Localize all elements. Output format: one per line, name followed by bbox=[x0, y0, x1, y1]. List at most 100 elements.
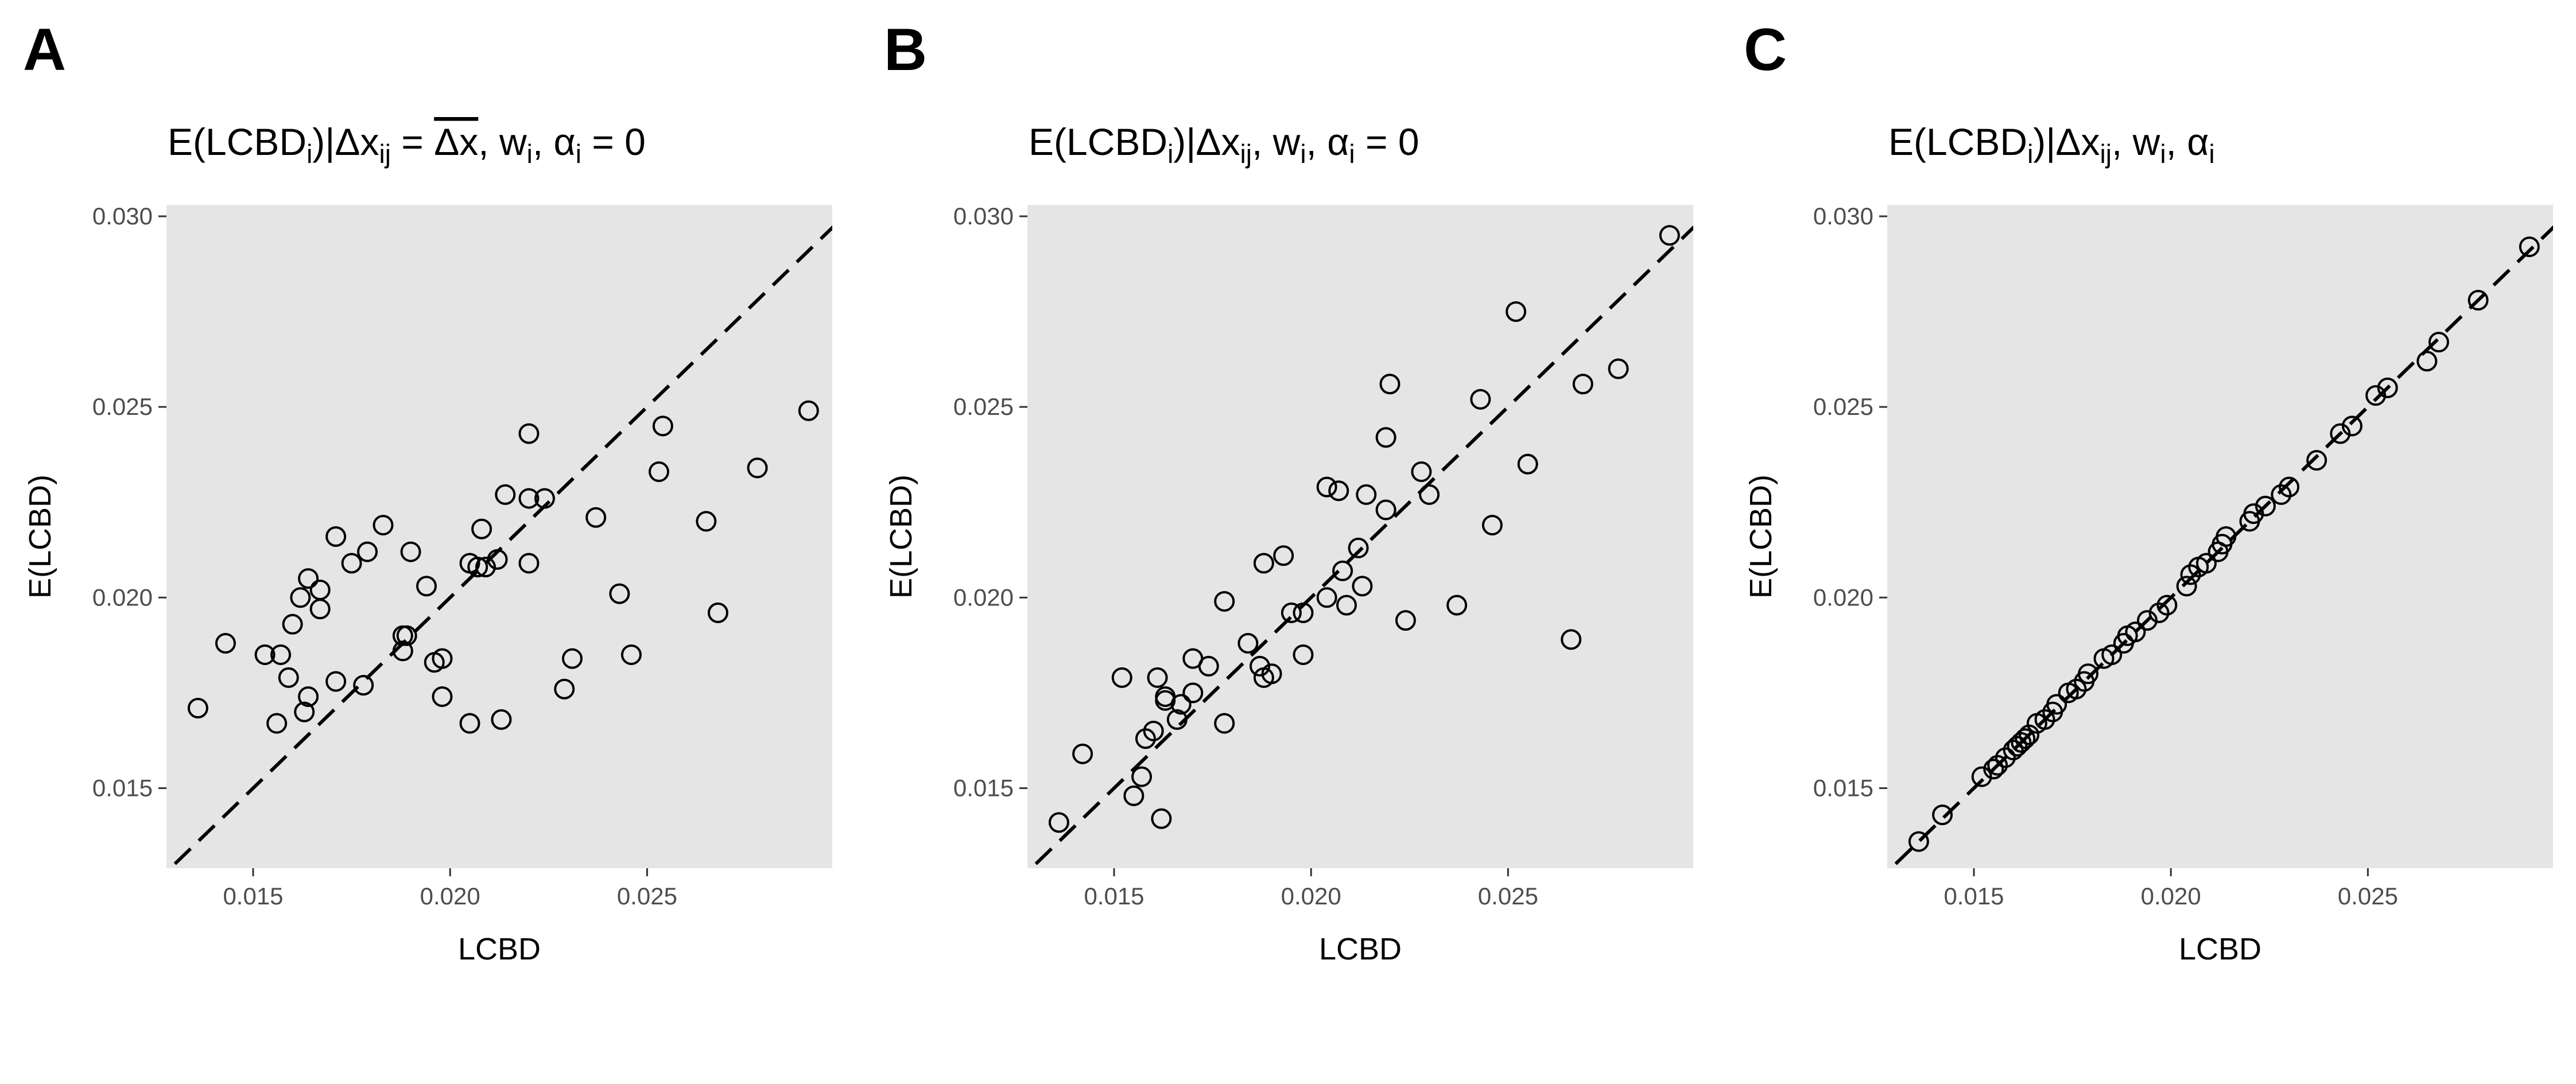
title-part: )|Δx bbox=[1173, 121, 1240, 163]
data-point bbox=[1987, 755, 2008, 776]
data-point bbox=[2428, 332, 2449, 353]
data-point bbox=[2148, 602, 2170, 623]
data-point bbox=[294, 701, 315, 722]
data-point bbox=[1908, 831, 1929, 852]
title-part: ij bbox=[2100, 139, 2112, 169]
panel-letter: B bbox=[884, 17, 927, 83]
data-point bbox=[1135, 728, 1156, 749]
y-tick-label: 0.020 bbox=[1813, 584, 1873, 611]
y-tick-label: 0.030 bbox=[1813, 203, 1873, 230]
title-part: E(LCBD bbox=[1888, 121, 2027, 163]
data-point bbox=[1048, 812, 1069, 833]
data-point bbox=[1561, 629, 1582, 650]
y-axis-label: E(LCBD) bbox=[1744, 475, 1778, 599]
data-point bbox=[585, 507, 607, 528]
title-part: i bbox=[2027, 139, 2033, 169]
x-axis-label: LCBD bbox=[2179, 932, 2261, 966]
data-point bbox=[2279, 476, 2300, 498]
data-point bbox=[518, 423, 540, 444]
data-point bbox=[1198, 655, 1219, 677]
data-point bbox=[2195, 553, 2217, 574]
data-point bbox=[1166, 709, 1188, 730]
y-tick-label: 0.020 bbox=[953, 584, 1014, 611]
data-point bbox=[798, 400, 819, 421]
y-tick-label: 0.025 bbox=[92, 393, 153, 420]
panel-title: E(LCBDi)|Δxij, wi, αi bbox=[1888, 121, 2215, 169]
data-point bbox=[1995, 747, 2016, 768]
data-point bbox=[432, 686, 453, 708]
data-point bbox=[2078, 663, 2099, 685]
title-part: , α bbox=[2166, 121, 2209, 163]
panel-title: E(LCBDi)|Δxij, wi, αi = 0 bbox=[1029, 121, 1419, 169]
data-point bbox=[1111, 667, 1132, 688]
data-point bbox=[518, 553, 540, 574]
title-part: )|Δx bbox=[2033, 121, 2100, 163]
data-point bbox=[254, 644, 276, 665]
data-point bbox=[325, 671, 347, 692]
panel-c: CE(LCBDi)|Δxij, wi, αi0.0150.0200.0250.0… bbox=[1744, 17, 2553, 966]
y-tick-label: 0.015 bbox=[92, 774, 153, 801]
data-point bbox=[471, 518, 492, 539]
data-point bbox=[1379, 374, 1400, 395]
data-point bbox=[1356, 484, 1377, 505]
data-point bbox=[1352, 576, 1373, 597]
data-point bbox=[416, 576, 437, 597]
data-point bbox=[1147, 667, 1168, 688]
data-point bbox=[2034, 709, 2055, 730]
data-point bbox=[2125, 621, 2146, 643]
data-point bbox=[2101, 644, 2123, 665]
data-point bbox=[2306, 450, 2327, 471]
data-point bbox=[1446, 595, 1468, 616]
title-part: i bbox=[527, 139, 533, 169]
data-point bbox=[554, 678, 575, 700]
data-point bbox=[1131, 766, 1153, 787]
x-tick-label: 0.020 bbox=[2141, 883, 2201, 910]
x-tick-label: 0.015 bbox=[223, 883, 283, 910]
x-tick-label: 0.025 bbox=[2338, 883, 2398, 910]
data-point bbox=[1572, 374, 1593, 395]
data-point bbox=[1253, 553, 1274, 574]
title-part: i bbox=[1349, 139, 1355, 169]
data-point bbox=[1151, 808, 1172, 829]
title-part: E(LCBD bbox=[168, 121, 307, 163]
data-point bbox=[491, 709, 512, 730]
title-part: , α bbox=[1306, 121, 1349, 163]
y-axis-label: E(LCBD) bbox=[884, 475, 918, 599]
data-point bbox=[1170, 694, 1192, 715]
data-point bbox=[278, 667, 299, 688]
title-part: Δx bbox=[434, 121, 478, 163]
x-tick-label: 0.025 bbox=[617, 883, 677, 910]
title-part: E(LCBD bbox=[1029, 121, 1167, 163]
data-point bbox=[707, 602, 728, 623]
title-part: , w bbox=[478, 121, 527, 163]
x-tick-label: 0.020 bbox=[420, 883, 480, 910]
data-point bbox=[1237, 633, 1259, 654]
data-point bbox=[648, 461, 669, 483]
data-point bbox=[1608, 358, 1629, 379]
data-point bbox=[1481, 515, 1503, 536]
title-part: , w bbox=[2112, 121, 2160, 163]
data-point bbox=[1348, 537, 1369, 558]
panel-letter: C bbox=[1744, 17, 1787, 83]
data-point bbox=[467, 557, 488, 578]
data-point bbox=[2341, 415, 2362, 437]
data-point bbox=[609, 583, 630, 604]
data-point bbox=[1316, 476, 1337, 498]
y-axis-label: E(LCBD) bbox=[23, 475, 57, 599]
data-point bbox=[2255, 495, 2276, 516]
data-point bbox=[2046, 694, 2067, 715]
title-part: i bbox=[1167, 139, 1173, 169]
reference-line bbox=[1888, 225, 2553, 868]
y-tick-label: 0.015 bbox=[953, 774, 1014, 801]
data-point bbox=[534, 488, 555, 509]
data-point bbox=[2180, 564, 2201, 585]
y-tick-label: 0.030 bbox=[953, 203, 1014, 230]
data-point bbox=[2015, 728, 2036, 749]
data-point bbox=[2176, 576, 2197, 597]
data-point bbox=[400, 541, 421, 562]
data-point bbox=[518, 488, 540, 509]
data-point bbox=[1273, 545, 1294, 566]
title-part: i bbox=[2160, 139, 2166, 169]
data-point bbox=[1395, 610, 1416, 631]
